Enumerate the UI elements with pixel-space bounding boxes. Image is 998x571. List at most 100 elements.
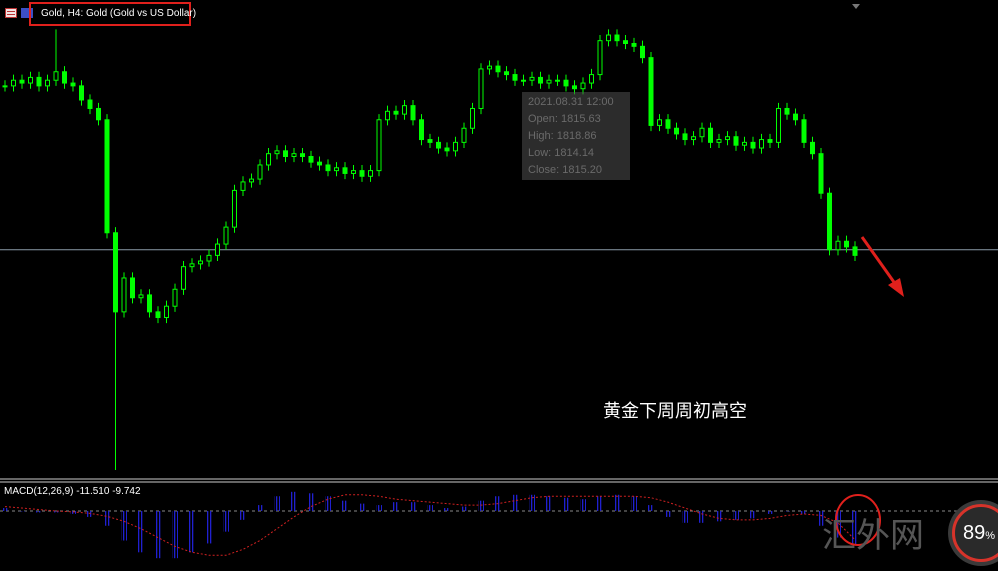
candle-body xyxy=(657,119,662,126)
macd-bar xyxy=(767,511,773,514)
macd-histogram xyxy=(2,491,858,559)
candle-body xyxy=(699,127,705,138)
macd-bar xyxy=(750,511,756,519)
macd-bar xyxy=(138,511,144,553)
badge-value: 89 xyxy=(963,522,986,544)
candle-body xyxy=(767,139,773,143)
candle-body xyxy=(665,119,671,129)
macd-bar xyxy=(835,511,841,538)
annotation-text: 黄金下周周初高空 xyxy=(603,401,747,422)
candle-body xyxy=(470,107,475,129)
macd-bar xyxy=(444,508,450,511)
candle-body xyxy=(529,76,535,81)
macd-bar xyxy=(580,499,586,511)
candle-body xyxy=(402,105,407,115)
macd-bar xyxy=(784,511,790,512)
macd-bar xyxy=(614,494,620,511)
candle-body xyxy=(640,45,645,59)
macd-bar xyxy=(801,511,807,514)
macd-bar xyxy=(121,511,127,541)
candle-body xyxy=(104,119,110,234)
candle-body xyxy=(563,79,569,87)
candle-body xyxy=(36,76,42,87)
macd-bar xyxy=(172,511,178,559)
candle-body xyxy=(113,232,118,313)
macd-label: MACD(12,26,9) -11.510 -9.742 xyxy=(4,486,141,497)
macd-bar xyxy=(529,494,535,511)
candle-body xyxy=(147,294,152,313)
candle-body xyxy=(810,141,815,155)
candle-body xyxy=(818,153,824,194)
macd-bar xyxy=(393,502,399,511)
candle-body xyxy=(274,150,280,155)
macd-bar xyxy=(427,505,433,511)
highlight-circle xyxy=(835,494,881,546)
candle-body xyxy=(121,277,127,313)
macd-bar xyxy=(70,511,76,514)
candle-body xyxy=(410,105,416,121)
candle-body xyxy=(733,136,739,146)
candle-body xyxy=(198,260,203,265)
macd-bar xyxy=(257,505,263,511)
watermark: 汇外网 xyxy=(822,516,924,556)
candle-body xyxy=(189,263,195,268)
candle-body xyxy=(708,127,713,143)
candle-body xyxy=(87,99,93,109)
macd-bar xyxy=(359,503,365,511)
candle-body xyxy=(419,119,424,141)
candle-body xyxy=(784,107,790,115)
tooltip-close: Close: 1815.20 xyxy=(528,164,602,176)
candle-body xyxy=(325,164,331,172)
candle-body xyxy=(249,178,254,183)
macd-signal-line xyxy=(4,494,856,556)
macd-bar xyxy=(716,511,722,522)
badge-unit: % xyxy=(985,530,996,542)
macd-bar xyxy=(852,511,858,545)
candle-body xyxy=(691,136,696,141)
candle-body xyxy=(164,305,169,319)
candle-body xyxy=(240,181,246,191)
down-arrow-shaft xyxy=(860,236,898,286)
candle-body xyxy=(835,240,841,251)
percent-badge[interactable]: 89% xyxy=(952,504,998,562)
macd-bar xyxy=(597,496,603,511)
macd-bar xyxy=(631,496,637,511)
macd-bar xyxy=(478,500,484,511)
candle-body xyxy=(28,76,33,84)
candle-body xyxy=(495,65,501,73)
save-icon[interactable] xyxy=(21,8,33,18)
candle-body xyxy=(266,153,271,166)
candle-body xyxy=(852,246,858,256)
candle-body xyxy=(776,107,781,143)
macd-bar xyxy=(53,511,59,513)
candle-body xyxy=(138,294,144,299)
candle-body xyxy=(19,79,25,84)
candle-body xyxy=(130,277,135,299)
macd-bar xyxy=(818,511,824,526)
candle-body xyxy=(606,34,611,42)
chart-title: Gold, H4: Gold (Gold vs US Dollar) xyxy=(41,8,197,19)
macd-bar xyxy=(155,511,161,559)
macd-bar xyxy=(682,511,688,523)
candle-body xyxy=(11,79,16,87)
macd-bar xyxy=(665,511,671,517)
candle-body xyxy=(725,136,730,141)
macd-bar xyxy=(546,496,552,511)
candle-body xyxy=(461,127,467,143)
candle-body xyxy=(444,147,450,152)
macd-bar xyxy=(376,505,382,511)
candle-body xyxy=(597,40,603,76)
data-window-icon[interactable] xyxy=(5,8,17,18)
candle-body xyxy=(308,155,314,163)
candle-body xyxy=(580,82,586,90)
candle-body xyxy=(155,311,161,319)
macd-bar xyxy=(104,511,110,526)
candle-body xyxy=(555,79,560,82)
macd-bar xyxy=(699,511,705,523)
macd-bar xyxy=(563,497,569,511)
candle-body xyxy=(453,141,458,152)
candle-body xyxy=(317,161,322,166)
macd-bar xyxy=(274,496,280,511)
macd-bar xyxy=(461,506,467,511)
